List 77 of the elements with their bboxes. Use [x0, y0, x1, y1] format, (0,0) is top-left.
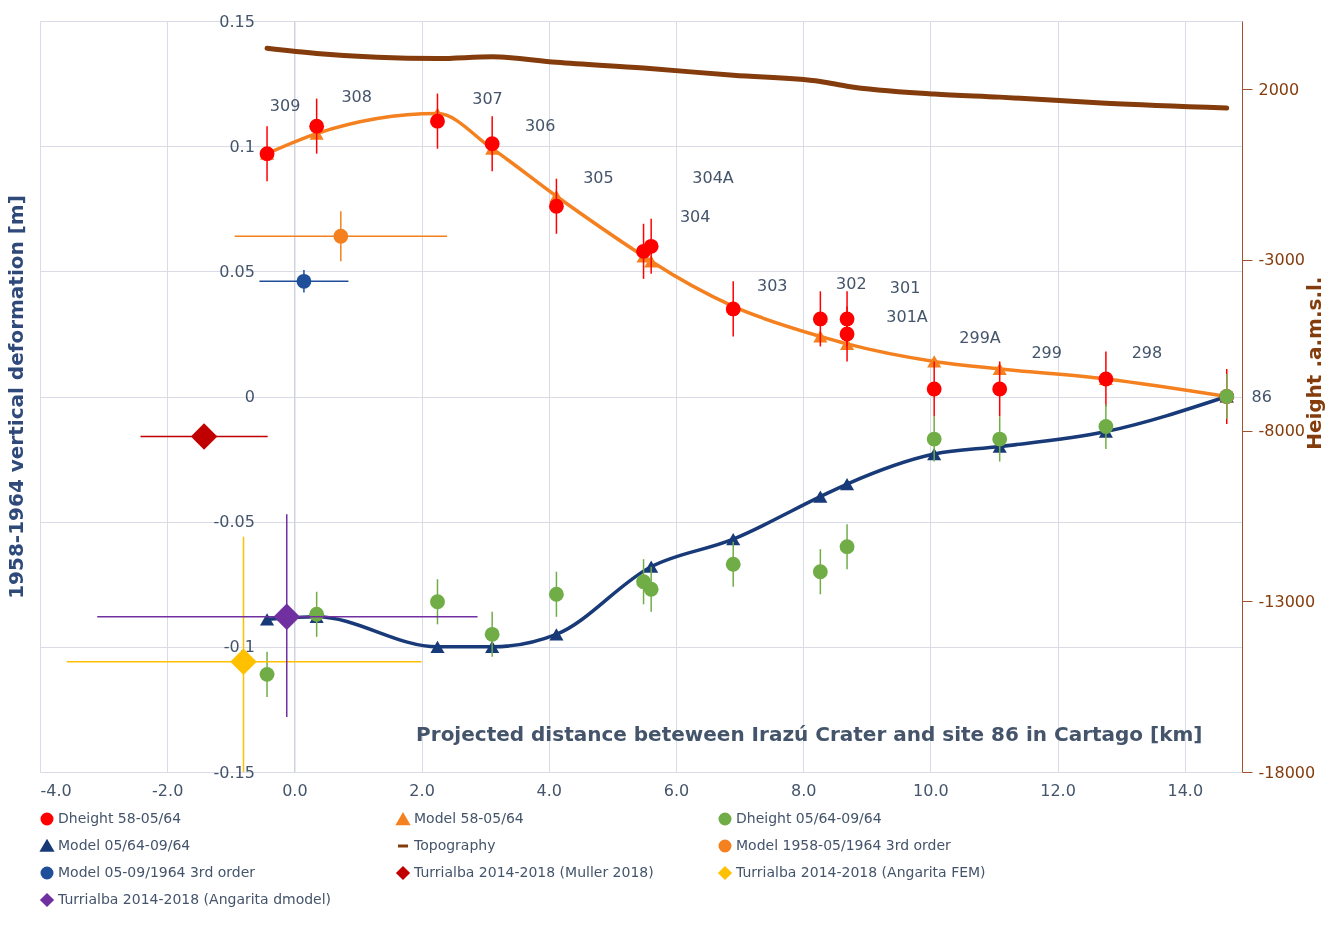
point: [309, 118, 325, 134]
point: [549, 628, 564, 641]
point: [643, 238, 659, 254]
annotation: 304: [679, 207, 711, 227]
point: [333, 228, 349, 244]
y-axis-title: 1958-1964 vertical deformation [m]: [3, 195, 28, 599]
legend-label: Model 58-05/64: [414, 810, 524, 827]
y-tick-label: 0: [244, 387, 255, 406]
y-tick-label: 0.15: [219, 11, 255, 31]
legend-label: Dheight 05/64-09/64: [736, 810, 882, 826]
point: [259, 666, 275, 682]
legend-label: Turrialba 2014-2018 (Angarita dmodel): [57, 891, 332, 907]
annotation: 305: [583, 168, 614, 188]
legend-label: Topography: [413, 837, 496, 853]
point: [839, 539, 855, 555]
annotation: 86: [1251, 386, 1272, 406]
y-tick-label: 0.1: [229, 136, 255, 156]
legend-label: Turrialba 2014-2018 (Angarita FEM): [735, 864, 986, 880]
point: [839, 477, 855, 491]
annotation: 303: [756, 275, 788, 295]
x-tick-label: 8.0: [790, 780, 817, 800]
x-tick-label: 6.0: [663, 780, 690, 800]
y2-tick-label: -13000: [1258, 591, 1316, 611]
x-tick-label: 10.0: [913, 780, 949, 800]
annotation: 306: [524, 115, 556, 135]
x-tick-label: 12.0: [1040, 780, 1076, 800]
y-tick-label: 0.05: [219, 261, 255, 281]
annotation: 304A: [692, 168, 734, 187]
point: [992, 431, 1008, 447]
point: [839, 311, 855, 327]
x-tick-label: 0.0: [282, 780, 308, 800]
point: [725, 556, 741, 572]
y-tick-label: -0.15: [213, 762, 255, 782]
x-tick-label: 14.0: [1167, 780, 1204, 800]
point: [643, 581, 659, 597]
legend-label: Dheight 58-05/64: [58, 810, 182, 826]
x-axis-title: Projected distance beteween Irazú Crater and site 86 in Cartago [km]: [416, 721, 1203, 746]
point: [549, 586, 564, 602]
annotation: 301A: [886, 306, 928, 326]
x-tick-label: 4.0: [536, 780, 563, 800]
x-tick-label: 2.0: [409, 780, 435, 800]
annotation: 299: [1031, 342, 1062, 362]
point: [430, 113, 445, 129]
point: [190, 423, 218, 450]
point: [430, 640, 445, 653]
legend-label: Model 05-09/1964 3rd order: [58, 864, 256, 880]
y2-tick-label: -3000: [1258, 250, 1305, 270]
point: [926, 381, 942, 397]
y2-tick-label: -18000: [1258, 762, 1316, 782]
point: [725, 301, 741, 317]
point: [1098, 419, 1114, 434]
annotation: 308: [341, 87, 372, 107]
point: [484, 136, 500, 152]
annotation: 309: [269, 95, 301, 115]
point: [430, 594, 445, 610]
point: [549, 198, 564, 214]
annotation: 299A: [959, 328, 1001, 347]
annotation: 298: [1131, 342, 1163, 362]
point: [296, 273, 312, 289]
point: [926, 431, 942, 447]
annotation: 301: [889, 277, 921, 297]
point: [484, 626, 500, 642]
point: [273, 603, 300, 631]
legend-label: Model 05/64-09/64: [58, 837, 191, 853]
annotation: 307: [472, 89, 503, 109]
legend-label: Model 1958-05/1964 3rd order: [736, 837, 952, 853]
point: [812, 311, 828, 327]
annotation: 302: [836, 273, 867, 293]
point: [813, 490, 828, 503]
legend-label: Turrialba 2014-2018 (Muller 2018): [413, 864, 654, 880]
y2-tick-label: 2000: [1258, 79, 1300, 99]
point: [839, 326, 855, 342]
y-tick-label: -0.05: [213, 512, 255, 532]
x-tick-label: -4.0: [40, 780, 72, 800]
x-tick-label: -2.0: [152, 780, 184, 800]
point: [992, 381, 1008, 397]
point: [812, 564, 828, 580]
